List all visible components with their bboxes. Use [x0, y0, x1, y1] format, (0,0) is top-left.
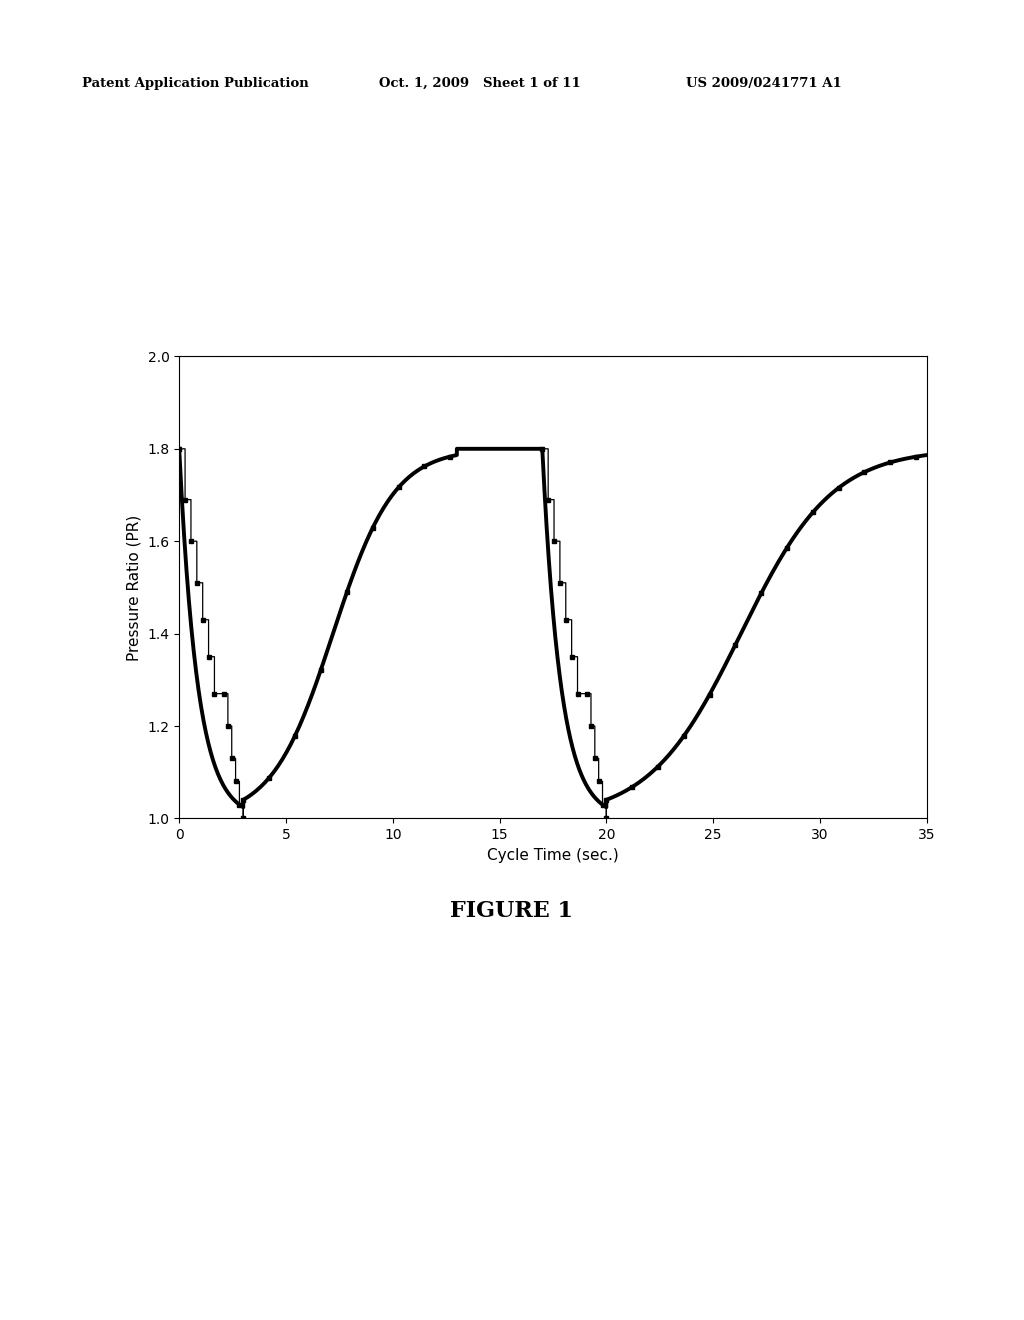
Text: Patent Application Publication: Patent Application Publication — [82, 77, 308, 90]
Text: FIGURE 1: FIGURE 1 — [451, 900, 573, 923]
X-axis label: Cycle Time (sec.): Cycle Time (sec.) — [487, 847, 618, 863]
Text: US 2009/0241771 A1: US 2009/0241771 A1 — [686, 77, 842, 90]
Y-axis label: Pressure Ratio (PR): Pressure Ratio (PR) — [127, 515, 141, 660]
Text: Oct. 1, 2009   Sheet 1 of 11: Oct. 1, 2009 Sheet 1 of 11 — [379, 77, 581, 90]
